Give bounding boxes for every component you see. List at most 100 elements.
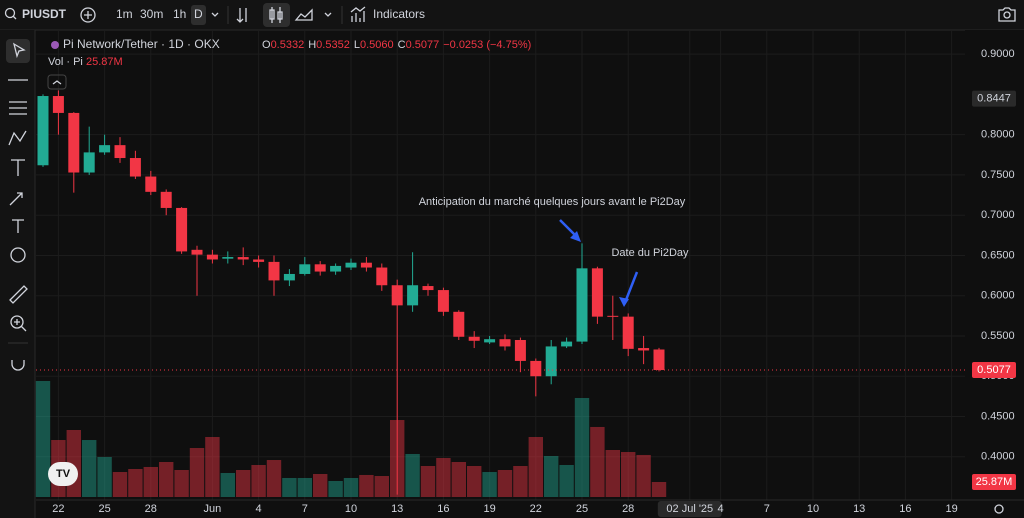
legend-title: Pi Network/Tether · 1D · OKX [63,37,220,51]
camera-icon [1003,11,1011,19]
drawing-tools [6,39,30,371]
key: O [262,39,271,51]
interval[interactable]: D [194,7,203,21]
last-price-box [972,362,1016,379]
interval-selected [191,5,206,25]
x-tick-label: 10 [345,503,357,515]
zoom-tool [14,319,27,332]
pattern-tool[interactable] [8,130,27,146]
volume-bar [35,381,51,497]
camera-icon[interactable] [998,7,1016,22]
price-axis [965,30,1024,500]
y-tick-label: 0.6500 [981,249,1015,261]
volume-bar [313,473,328,497]
x-tick-label: 7 [302,503,308,515]
projection-tool[interactable] [11,159,25,176]
candle-body [129,158,141,177]
x-tick-label: 13 [391,503,403,515]
key: L [354,39,360,51]
change: −0.0253 (−4.75%) [443,39,531,51]
candle-body [283,273,295,281]
cursor-tool[interactable] [12,42,26,59]
x-tick-label: 25 [98,503,110,515]
last-price-label: 0.5077 [977,364,1011,376]
candle-body [437,290,449,312]
candle-body [530,360,542,377]
tv-logo-text: TV [56,468,71,480]
emoji-tool[interactable] [10,247,26,263]
volume-bar [451,461,466,497]
ruler-tool[interactable] [9,285,28,304]
candle-body [99,145,111,153]
symbol-search[interactable]: PIUSDT [4,7,67,21]
chevron[interactable] [324,12,332,17]
y-tick-label: 0.5500 [981,330,1015,342]
x-tick-label: 28 [145,503,157,515]
volume-label: 25.87M [976,476,1013,488]
chart-type-selected[interactable] [263,3,290,27]
y-tick-label: 0.7500 [981,169,1015,181]
candle-icon [269,7,283,23]
volume-bar [328,481,343,497]
x-tick-label: 7 [764,503,770,515]
volume-bar [405,453,420,497]
collapse-button[interactable] [47,74,67,90]
symbol: PIUSDT [22,7,67,21]
candle-body [376,267,388,286]
text-tool[interactable] [12,219,24,233]
interval[interactable]: 30m [140,7,163,21]
volume-box [972,474,1016,491]
x-label-highlight [657,501,722,517]
symbol-logo [51,41,59,49]
volume-bar [605,449,620,497]
open: 0.5332 [271,39,305,51]
compare-icon[interactable] [236,8,247,23]
volume-bar [359,474,374,497]
volume-bar [420,465,436,497]
candle-body [37,96,49,166]
interval[interactable]: 1m [116,7,133,21]
search-icon [4,7,16,19]
candle-body [407,285,419,306]
candle-body [499,339,511,347]
candle-body [206,254,218,260]
candle-body [330,265,342,272]
tv-logo[interactable] [48,462,78,486]
brush-tool[interactable] [9,192,23,206]
chevron[interactable] [211,12,219,17]
candle-body [607,315,619,317]
top-bar [0,0,1024,30]
volume-bar [528,437,543,497]
candle-body [314,264,326,272]
candle-body [191,249,203,255]
annotation: Anticipation du marché quelques jours av… [419,196,686,208]
indicators-button[interactable]: Indicators [373,7,425,21]
x-tick-label: 4 [718,503,724,515]
volume-bar [282,477,297,497]
volume-bar [159,461,174,497]
volume-bar [497,469,513,497]
fib-tool[interactable] [9,101,27,115]
indicators-icon[interactable] [350,6,366,22]
x-tick-label: Jun [204,503,222,515]
zoom-tool[interactable] [10,315,24,329]
annotation-arrow [624,271,639,301]
interval[interactable]: 1h [173,7,186,21]
add-symbol[interactable] [80,7,96,23]
volume-bar [82,440,97,497]
time-axis [36,500,1024,518]
candle-body [453,311,465,337]
annotation-arrowhead [619,297,629,307]
volume-bar [621,452,636,497]
magnet-tool[interactable] [11,360,25,371]
candle-body [253,259,265,262]
candle-body [653,349,665,371]
legend-ohlc: O0.5332 H0.5352 L0.5060 C0.5077 −0.0253 (−4.… [262,39,531,51]
candle-body [576,268,588,342]
settings-icon[interactable] [994,504,1004,514]
area-icon[interactable] [294,8,313,21]
y-tick-label: 0.4000 [981,451,1015,463]
volume-bar [251,465,266,497]
candle-body [68,112,80,173]
